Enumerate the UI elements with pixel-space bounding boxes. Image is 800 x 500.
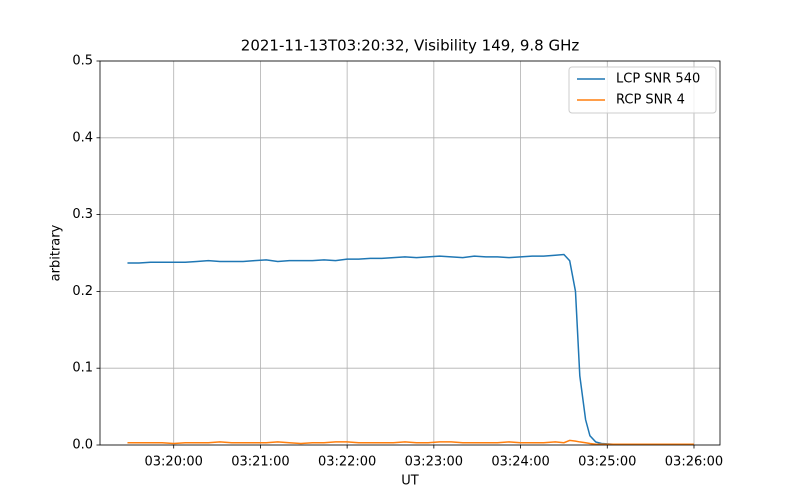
legend-label: LCP SNR 540 (616, 72, 700, 87)
x-tick-label: 03:25:00 (578, 455, 636, 470)
chart-title: 2021-11-13T03:20:32, Visibility 149, 9.8… (241, 37, 580, 55)
x-tick-label: 03:24:00 (491, 455, 549, 470)
y-tick-label: 0.1 (72, 361, 93, 376)
y-axis-label: arbitrary (49, 224, 64, 281)
x-tick-label: 03:26:00 (665, 455, 723, 470)
line-series (127, 439, 694, 445)
plot-frame (99, 60, 721, 446)
x-tick-label: 03:20:00 (145, 455, 203, 470)
y-tick-label: 0.2 (72, 284, 93, 299)
y-tick-label: 0.5 (72, 54, 93, 69)
x-tick-label: 03:23:00 (405, 455, 463, 470)
y-tick-label: 0.0 (72, 438, 93, 453)
x-tick-label: 03:21:00 (231, 455, 289, 470)
x-axis-label: UT (401, 474, 419, 489)
x-tick-label: 03:22:00 (318, 455, 376, 470)
legend-label: RCP SNR 4 (616, 93, 685, 108)
line-series (127, 253, 694, 445)
y-tick-label: 0.3 (72, 207, 93, 222)
legend-box (568, 66, 717, 114)
y-tick-label: 0.4 (72, 130, 93, 145)
